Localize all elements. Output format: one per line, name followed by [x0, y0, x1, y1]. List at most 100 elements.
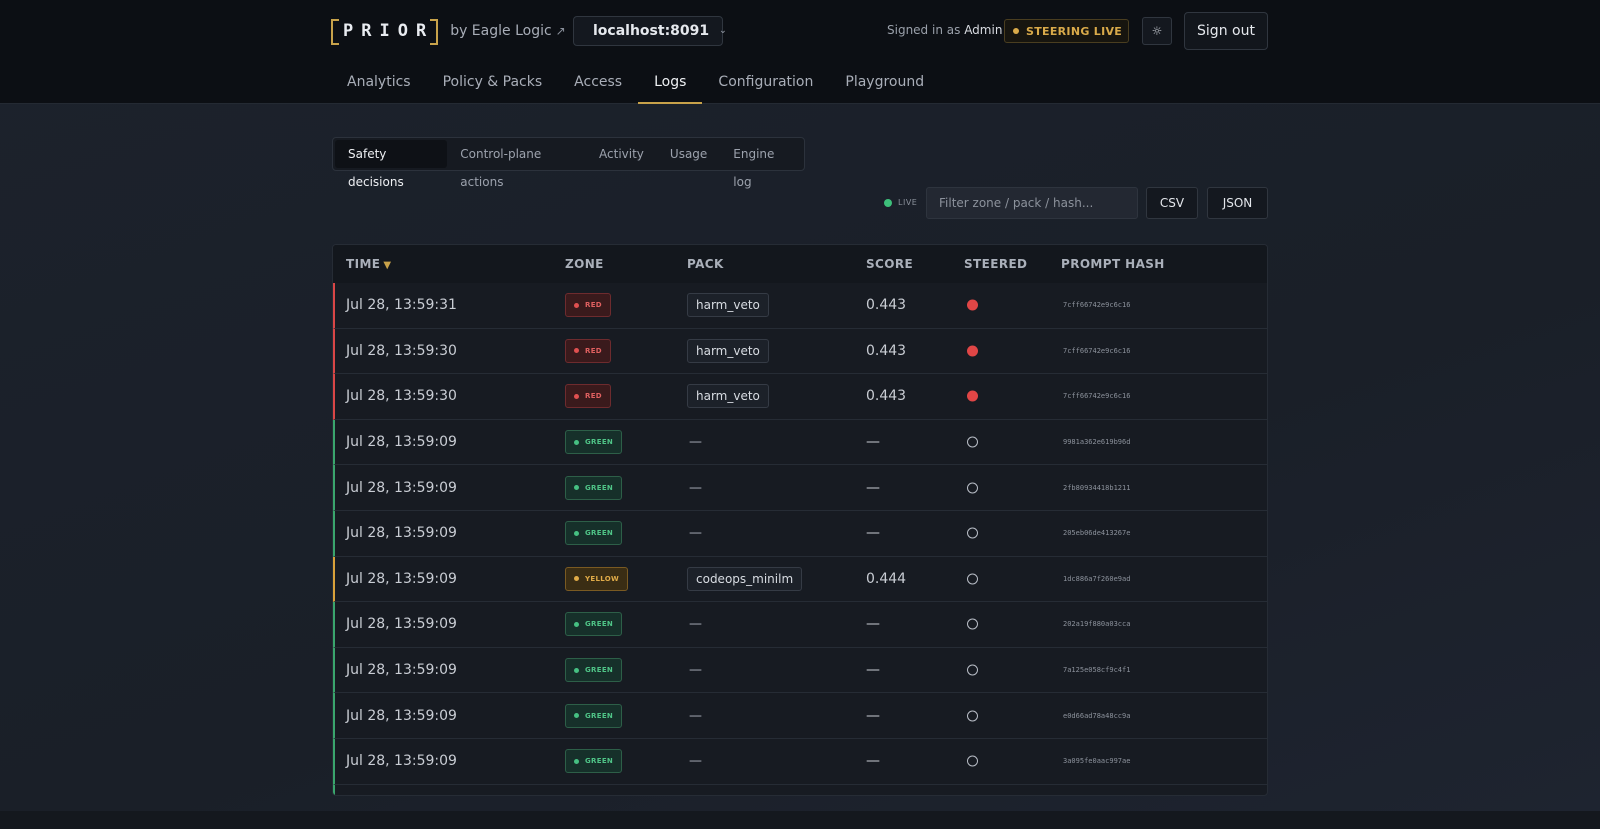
zone-badge: GREEN [565, 521, 623, 546]
row-pack-empty: — [689, 434, 702, 450]
row-time: Jul 28, 13:59:09 [346, 707, 457, 724]
steering-status-label: STEERING LIVE [1026, 24, 1123, 38]
table-row[interactable]: Jul 28, 13:59:09 GREEN — — 202a19f880a03cca [333, 602, 1267, 648]
host-selector[interactable]: localhost:8091 ⌄ [573, 16, 727, 46]
row-pack-empty: — [689, 753, 702, 769]
row-score: 0.443 [866, 297, 907, 314]
row-score: 0.443 [866, 388, 907, 405]
row-prompt-hash: 7cff66742e9c6c16 [1063, 392, 1131, 401]
zone-label: RED [585, 301, 602, 310]
tab-engine-log[interactable]: Engine log [733, 147, 775, 189]
zone-label: GREEN [585, 711, 614, 720]
sign-out-button[interactable]: Sign out [1184, 12, 1268, 50]
table-row[interactable]: Jul 28, 13:59:09 GREEN — — 205eb06de413267e [333, 510, 1267, 557]
zone-dot-icon [574, 439, 579, 445]
zone-label: RED [585, 392, 602, 401]
steered-empty-icon [967, 710, 978, 722]
tab-control-plane-actions[interactable]: Control-plane actions [460, 147, 542, 189]
table-row[interactable]: Jul 28, 13:59:30 RED harm_veto 0.443 7cff667… [333, 328, 1267, 375]
steered-empty-icon [967, 436, 978, 448]
brand[interactable]: PRIOR by Eagle Logic ↗ [331, 18, 581, 45]
table-header: TIME ▼ ZONE PACK SCORE STEERED PROMPT HAS… [333, 245, 1267, 283]
steered-filled-icon [967, 390, 978, 402]
nav-access[interactable]: Access [574, 74, 623, 90]
nav-logs[interactable]: Logs [638, 64, 703, 104]
table-row[interactable]: GREEN [333, 784, 1267, 795]
row-prompt-hash: 3a095fe0aac997ae [1063, 757, 1131, 766]
nav-playground[interactable]: Playground [845, 74, 925, 90]
theme-toggle-button[interactable]: ☼ [1142, 17, 1172, 45]
zone-dot-icon [574, 485, 579, 491]
live-indicator: LIVE [884, 198, 917, 207]
nav-policy-packs[interactable]: Policy & Packs [442, 74, 543, 90]
table-row[interactable]: Jul 28, 13:59:31 RED harm_veto 0.443 7cff667… [333, 283, 1267, 329]
row-pack-empty: — [689, 662, 702, 678]
external-link-icon: ↗ [555, 24, 566, 38]
row-prompt-hash: 7cff66742e9c6c16 [1063, 346, 1131, 355]
brand-by-link[interactable]: by Eagle Logic ↗ [450, 23, 566, 39]
steered-empty-icon [967, 664, 978, 676]
zone-badge: GREEN [565, 612, 623, 637]
table-row[interactable]: Jul 28, 13:59:09 GREEN — — 3a095fe0aac997ae [333, 738, 1267, 785]
column-pack[interactable]: PACK [687, 257, 724, 271]
tab-usage[interactable]: Usage [669, 147, 708, 161]
tab-activity[interactable]: Activity [599, 147, 644, 161]
steered-empty-icon [967, 482, 978, 494]
table-row[interactable]: Jul 28, 13:59:09 GREEN — — e0d66ad78a48cc9a [333, 693, 1267, 739]
table-row[interactable]: Jul 28, 13:59:09 GREEN — — 7a125e058cf9c4f1 [333, 647, 1267, 694]
zone-dot-icon [574, 302, 579, 308]
row-score: — [866, 434, 880, 451]
tab-safety-decisions[interactable]: Safety decisions [335, 140, 448, 189]
zone-dot-icon [574, 621, 579, 627]
row-score: — [866, 479, 880, 496]
live-label: LIVE [898, 198, 918, 207]
row-prompt-hash: 2fb80934418b1211 [1063, 483, 1131, 492]
row-prompt-hash: 1dc886a7f260e9ad [1063, 574, 1131, 583]
row-score: — [866, 616, 880, 633]
table-row[interactable]: Jul 28, 13:59:30 RED harm_veto 0.443 7cff667… [333, 374, 1267, 420]
zone-badge: RED [565, 293, 611, 318]
chevron-down-icon: ⌄ [719, 26, 727, 36]
zone-dot-icon [574, 576, 579, 582]
export-csv-button[interactable]: CSV [1146, 187, 1198, 219]
zone-badge: GREEN [565, 703, 623, 728]
row-prompt-hash: 7cff66742e9c6c16 [1063, 301, 1131, 310]
top-bar: PRIOR by Eagle Logic ↗ localhost:8091 ⌄ S… [0, 0, 1600, 104]
row-score: — [866, 525, 880, 542]
zone-label: GREEN [585, 438, 614, 447]
column-score[interactable]: SCORE [866, 257, 914, 271]
table-row[interactable]: Jul 28, 13:59:09 GREEN — — 9981a362e619b96d [333, 419, 1267, 466]
row-time: Jul 28, 13:59:09 [346, 662, 457, 679]
filter-input[interactable] [926, 187, 1138, 219]
nav-analytics[interactable]: Analytics [347, 74, 411, 90]
column-zone[interactable]: ZONE [565, 257, 604, 271]
row-score: — [866, 662, 880, 679]
row-score: — [866, 753, 880, 770]
sun-icon: ☼ [1151, 24, 1163, 38]
host-label: localhost:8091 [593, 23, 710, 39]
steered-empty-icon [967, 755, 978, 767]
nav-configuration[interactable]: Configuration [718, 74, 814, 90]
table-row[interactable]: Jul 28, 13:59:09 YELLOW codeops_minilm 0.44… [333, 556, 1267, 603]
zone-label: GREEN [585, 666, 614, 675]
column-steered[interactable]: STEERED [964, 257, 1028, 271]
row-prompt-hash: 7a125e058cf9c4f1 [1063, 666, 1131, 675]
zone-label: GREEN [585, 620, 614, 629]
zone-label: GREEN [585, 483, 614, 492]
table-row[interactable]: Jul 28, 13:59:09 GREEN — — 2fb80934418b1211 [333, 465, 1267, 511]
zone-dot-icon [574, 530, 579, 536]
zone-dot-icon [574, 758, 579, 764]
pack-chip: harm_veto [687, 293, 769, 318]
zone-badge: RED [565, 338, 611, 363]
zone-badge: GREEN [565, 794, 623, 795]
row-pack-empty: — [689, 525, 702, 541]
row-pack-empty: — [689, 616, 702, 632]
column-prompt-hash[interactable]: PROMPT HASH [1061, 257, 1165, 271]
row-time: Jul 28, 13:59:09 [346, 570, 457, 587]
column-time[interactable]: TIME ▼ [346, 257, 391, 271]
row-prompt-hash: e0d66ad78a48cc9a [1063, 711, 1131, 720]
export-json-button[interactable]: JSON [1207, 187, 1268, 219]
row-time: Jul 28, 13:59:09 [346, 525, 457, 542]
row-pack-empty: — [689, 708, 702, 724]
steered-empty-icon [967, 527, 978, 539]
